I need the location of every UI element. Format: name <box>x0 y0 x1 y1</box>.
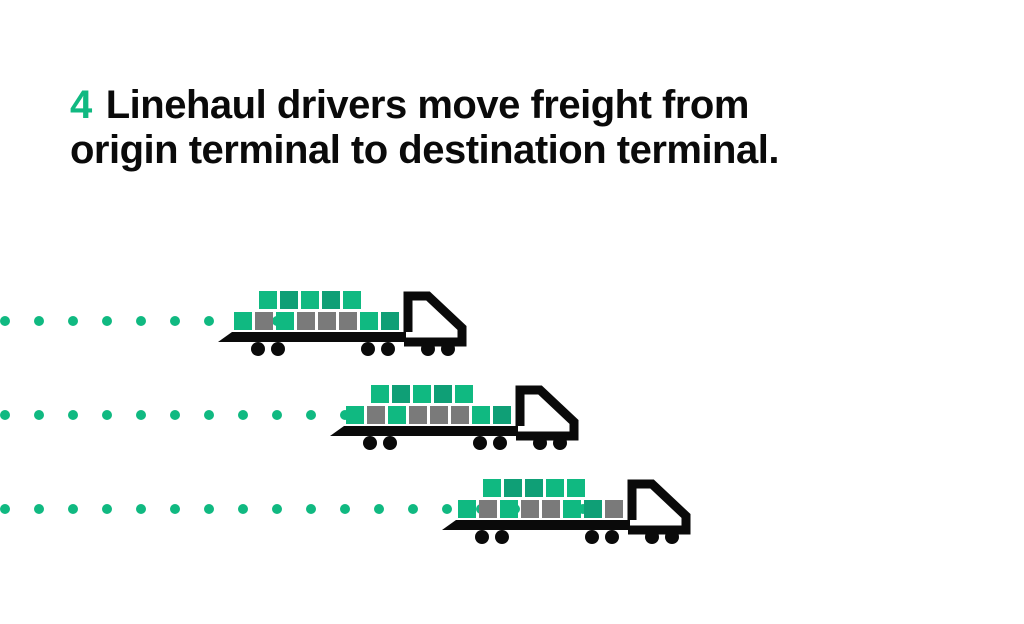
trail-dot <box>272 410 282 420</box>
trail-dot <box>102 316 112 326</box>
trail-dot <box>170 410 180 420</box>
trail-dot <box>170 504 180 514</box>
trail-dot <box>340 504 350 514</box>
trail-dot <box>136 316 146 326</box>
infographic-stage: 4Linehaul drivers move freight from orig… <box>0 0 1024 624</box>
trail-dot <box>238 504 248 514</box>
trail-dot <box>306 410 316 420</box>
truck-icon <box>442 464 698 550</box>
trail-dot <box>102 410 112 420</box>
trail-dot <box>374 504 384 514</box>
trail-dot <box>204 316 214 326</box>
trail-dot <box>34 316 44 326</box>
trail-dot <box>68 504 78 514</box>
step-number: 4 <box>70 83 92 127</box>
trail-dot <box>34 504 44 514</box>
trail-dot <box>34 410 44 420</box>
trail-dot <box>204 410 214 420</box>
truck-icon <box>330 370 586 456</box>
truck-icon <box>218 276 474 362</box>
trail-dot <box>204 504 214 514</box>
step-title: Linehaul drivers move freight from origi… <box>70 83 779 172</box>
trail-dot <box>238 410 248 420</box>
trail-dot <box>102 504 112 514</box>
trail-dot <box>136 410 146 420</box>
trail-dot <box>408 504 418 514</box>
trail-dot <box>170 316 180 326</box>
trail-dot <box>136 504 146 514</box>
trail-dot <box>272 504 282 514</box>
step-heading: 4Linehaul drivers move freight from orig… <box>70 83 830 173</box>
trail-dot <box>0 504 10 514</box>
trail-dot <box>68 316 78 326</box>
trail-dot <box>0 316 10 326</box>
trail-dot <box>68 410 78 420</box>
trail-dot <box>0 410 10 420</box>
trail-dot <box>306 504 316 514</box>
